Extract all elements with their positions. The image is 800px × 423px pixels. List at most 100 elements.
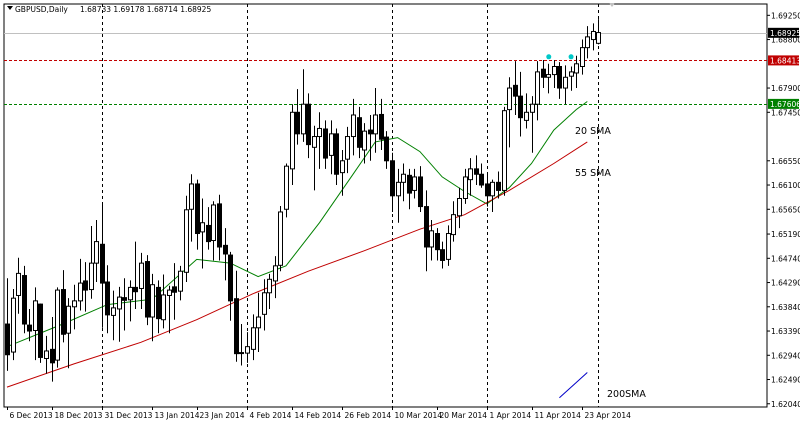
candle[interactable] xyxy=(541,60,546,89)
sma-line[interactable] xyxy=(559,372,588,399)
candle[interactable] xyxy=(83,262,88,312)
candle[interactable] xyxy=(117,286,122,342)
candle[interactable] xyxy=(585,26,590,59)
candle[interactable] xyxy=(33,287,38,361)
candle[interactable] xyxy=(440,241,445,269)
candle[interactable] xyxy=(295,89,300,145)
candle[interactable] xyxy=(161,274,166,329)
candle[interactable] xyxy=(111,290,116,341)
candle[interactable] xyxy=(262,279,267,331)
candle[interactable] xyxy=(195,179,200,250)
candle[interactable] xyxy=(474,155,479,186)
candle[interactable] xyxy=(66,298,71,369)
candle[interactable] xyxy=(345,126,350,174)
candle[interactable] xyxy=(418,166,423,212)
price-level-tag[interactable] xyxy=(768,27,799,38)
candle[interactable] xyxy=(284,163,289,218)
candle[interactable] xyxy=(546,63,551,94)
candle[interactable] xyxy=(384,131,389,169)
candle[interactable] xyxy=(591,23,596,51)
candle[interactable] xyxy=(38,303,43,363)
candle[interactable] xyxy=(223,228,228,281)
candle[interactable] xyxy=(61,270,66,343)
candle[interactable] xyxy=(334,128,339,186)
candle[interactable] xyxy=(256,292,261,353)
candle[interactable] xyxy=(580,39,585,75)
candle[interactable] xyxy=(156,280,161,334)
candle[interactable] xyxy=(189,174,194,242)
candle[interactable] xyxy=(78,258,83,311)
candle[interactable] xyxy=(435,228,440,261)
candle[interactable] xyxy=(206,207,211,250)
candle[interactable] xyxy=(139,252,144,309)
candle[interactable] xyxy=(468,158,473,196)
candle[interactable] xyxy=(463,168,468,204)
candle[interactable] xyxy=(211,201,216,261)
candle[interactable] xyxy=(379,98,384,151)
candle[interactable] xyxy=(267,273,272,309)
candle[interactable] xyxy=(479,163,484,188)
candle[interactable] xyxy=(412,168,417,199)
candle[interactable] xyxy=(50,317,55,382)
candle[interactable] xyxy=(407,168,412,210)
candle[interactable] xyxy=(301,69,306,142)
candle[interactable] xyxy=(557,62,562,99)
dropdown-triangle-icon[interactable] xyxy=(7,6,13,10)
candle[interactable] xyxy=(234,270,239,362)
candle[interactable] xyxy=(507,77,512,148)
candle[interactable] xyxy=(496,171,501,199)
candle[interactable] xyxy=(317,112,322,169)
candle[interactable] xyxy=(373,88,378,153)
candle[interactable] xyxy=(167,285,172,334)
candle[interactable] xyxy=(502,106,507,196)
candle[interactable] xyxy=(552,60,557,89)
candle[interactable] xyxy=(368,114,373,161)
candle[interactable] xyxy=(329,120,334,175)
candle[interactable] xyxy=(290,104,295,186)
candle[interactable] xyxy=(172,263,177,320)
candle[interactable] xyxy=(278,206,283,272)
candle[interactable] xyxy=(145,255,150,326)
candle[interactable] xyxy=(27,308,32,342)
candle[interactable] xyxy=(251,314,256,361)
candle[interactable] xyxy=(390,152,395,212)
candle[interactable] xyxy=(351,98,356,156)
candle[interactable] xyxy=(89,225,94,299)
candle[interactable] xyxy=(184,195,189,283)
candle[interactable] xyxy=(273,256,278,299)
candle[interactable] xyxy=(55,287,60,368)
candle[interactable] xyxy=(513,61,518,115)
price-level-tag[interactable] xyxy=(768,55,799,66)
candle[interactable] xyxy=(105,265,110,334)
candle[interactable] xyxy=(524,93,529,129)
candle[interactable] xyxy=(72,284,77,330)
candle[interactable] xyxy=(396,168,401,223)
candle[interactable] xyxy=(323,120,328,169)
candle[interactable] xyxy=(11,289,16,361)
candle[interactable] xyxy=(518,71,523,137)
candle[interactable] xyxy=(22,265,27,334)
time-axis[interactable]: 6 Dec 2013 18 Dec 2013 31 Dec 2013 13 Jan 2… xyxy=(7,407,632,420)
candle[interactable] xyxy=(44,335,49,374)
price-level-tag[interactable] xyxy=(768,98,799,109)
candle[interactable] xyxy=(424,190,429,272)
candle[interactable] xyxy=(217,194,222,261)
candle[interactable] xyxy=(451,201,456,242)
candle[interactable] xyxy=(340,150,345,196)
candle[interactable] xyxy=(490,179,495,212)
price-axis[interactable]: 1.69250 1.68800 1.67900 1.67450 1.66550 1.661… xyxy=(767,11,800,409)
candle[interactable] xyxy=(122,278,127,331)
sma-line[interactable] xyxy=(6,141,588,388)
candle[interactable] xyxy=(245,332,250,363)
candle[interactable] xyxy=(133,241,138,309)
candle[interactable] xyxy=(228,251,233,321)
candle[interactable] xyxy=(239,324,244,366)
candle-layer[interactable] xyxy=(5,19,601,382)
candle[interactable] xyxy=(312,125,317,191)
candle[interactable] xyxy=(530,96,535,153)
candle[interactable] xyxy=(401,163,406,202)
candle[interactable] xyxy=(485,174,490,207)
candle[interactable] xyxy=(446,225,451,266)
